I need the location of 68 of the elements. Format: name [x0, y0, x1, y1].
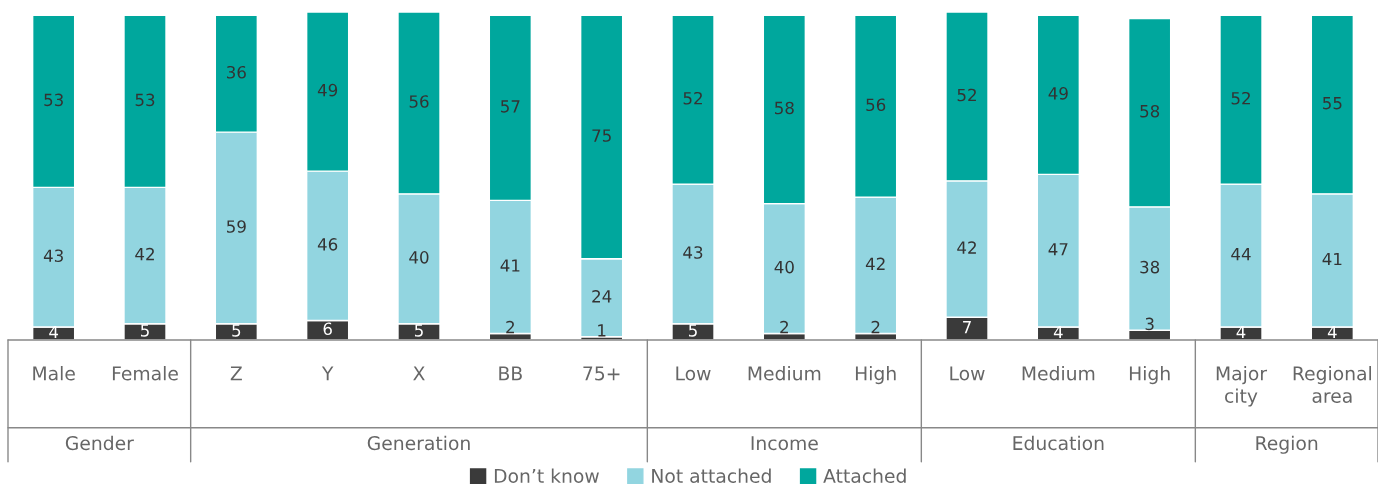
- text: Generation: [367, 435, 470, 451]
- x-tick-label: Major city: [1216, 365, 1268, 407]
- data-label: 58: [775, 101, 794, 115]
- data-label: 53: [135, 93, 155, 107]
- data-label: 5: [414, 324, 423, 337]
- text: Education: [1013, 435, 1104, 451]
- data-label: 41: [1322, 252, 1342, 266]
- x-tick-label: Female: [112, 365, 178, 381]
- data-label: 42: [957, 241, 976, 254]
- legend-label: Attached: [823, 468, 906, 483]
- data-label: 75: [592, 129, 611, 142]
- data-label: 7: [963, 321, 971, 334]
- legend-label: Not attached: [652, 468, 771, 483]
- x-tick-label: Male: [33, 365, 75, 381]
- data-label: 2: [871, 320, 880, 334]
- x-tick-label: BB: [499, 366, 522, 381]
- data-label: 52: [1231, 91, 1250, 105]
- data-label: 4: [1327, 325, 1337, 339]
- data-label: 46: [317, 238, 338, 251]
- data-label: 38: [1140, 260, 1160, 274]
- data-label: 58: [1140, 104, 1160, 118]
- data-label: 4: [49, 325, 59, 339]
- data-label: 41: [500, 259, 520, 272]
- text: Gender: [65, 435, 134, 451]
- x-tick-label: 75+: [583, 366, 620, 381]
- data-label: 59: [227, 220, 246, 233]
- x-tick-label: Low: [950, 366, 985, 381]
- data-label: 53: [44, 93, 63, 107]
- data-label: 4: [1236, 325, 1246, 339]
- data-label: 57: [501, 100, 520, 113]
- x-tick-label: Medium: [1022, 365, 1095, 381]
- x-tick-label: Y: [321, 366, 334, 381]
- data-label: 2: [506, 320, 514, 334]
- data-label: 43: [683, 246, 703, 259]
- data-label: 55: [1323, 97, 1342, 110]
- data-label: 49: [1048, 87, 1068, 100]
- text: Region: [1256, 435, 1318, 454]
- data-label: 47: [1048, 243, 1068, 256]
- data-label: 2: [780, 320, 788, 334]
- data-label: 42: [135, 247, 154, 261]
- data-label: 56: [866, 98, 886, 112]
- text: Income: [751, 436, 818, 451]
- data-label: 56: [409, 95, 429, 108]
- data-label: 49: [317, 83, 338, 97]
- data-label: 36: [227, 65, 246, 79]
- data-label: 52: [957, 88, 976, 102]
- x-tick-label: High: [1129, 365, 1170, 385]
- data-label: 5: [140, 324, 149, 337]
- data-label: 42: [865, 257, 885, 270]
- data-label: 1: [598, 324, 606, 337]
- data-label: 4: [1053, 325, 1063, 339]
- data-label: 24: [592, 290, 612, 303]
- data-label: 40: [774, 260, 794, 274]
- data-label: 5: [688, 324, 697, 337]
- x-tick-label: Regional area: [1293, 365, 1372, 403]
- data-label: 44: [1231, 248, 1251, 261]
- data-label: 43: [43, 249, 63, 263]
- x-tick-label: X: [413, 366, 425, 381]
- x-tick-label: Z: [230, 366, 242, 381]
- data-label: 5: [232, 324, 241, 337]
- data-label: 6: [323, 322, 332, 336]
- legend-label: Don’t know: [494, 468, 599, 483]
- data-label: 40: [409, 251, 429, 264]
- data-label: 3: [1145, 317, 1154, 331]
- x-tick-label: High: [855, 365, 896, 385]
- x-tick-label: Low: [676, 366, 711, 381]
- data-label: 52: [683, 91, 702, 105]
- x-tick-label: Medium: [748, 365, 821, 381]
